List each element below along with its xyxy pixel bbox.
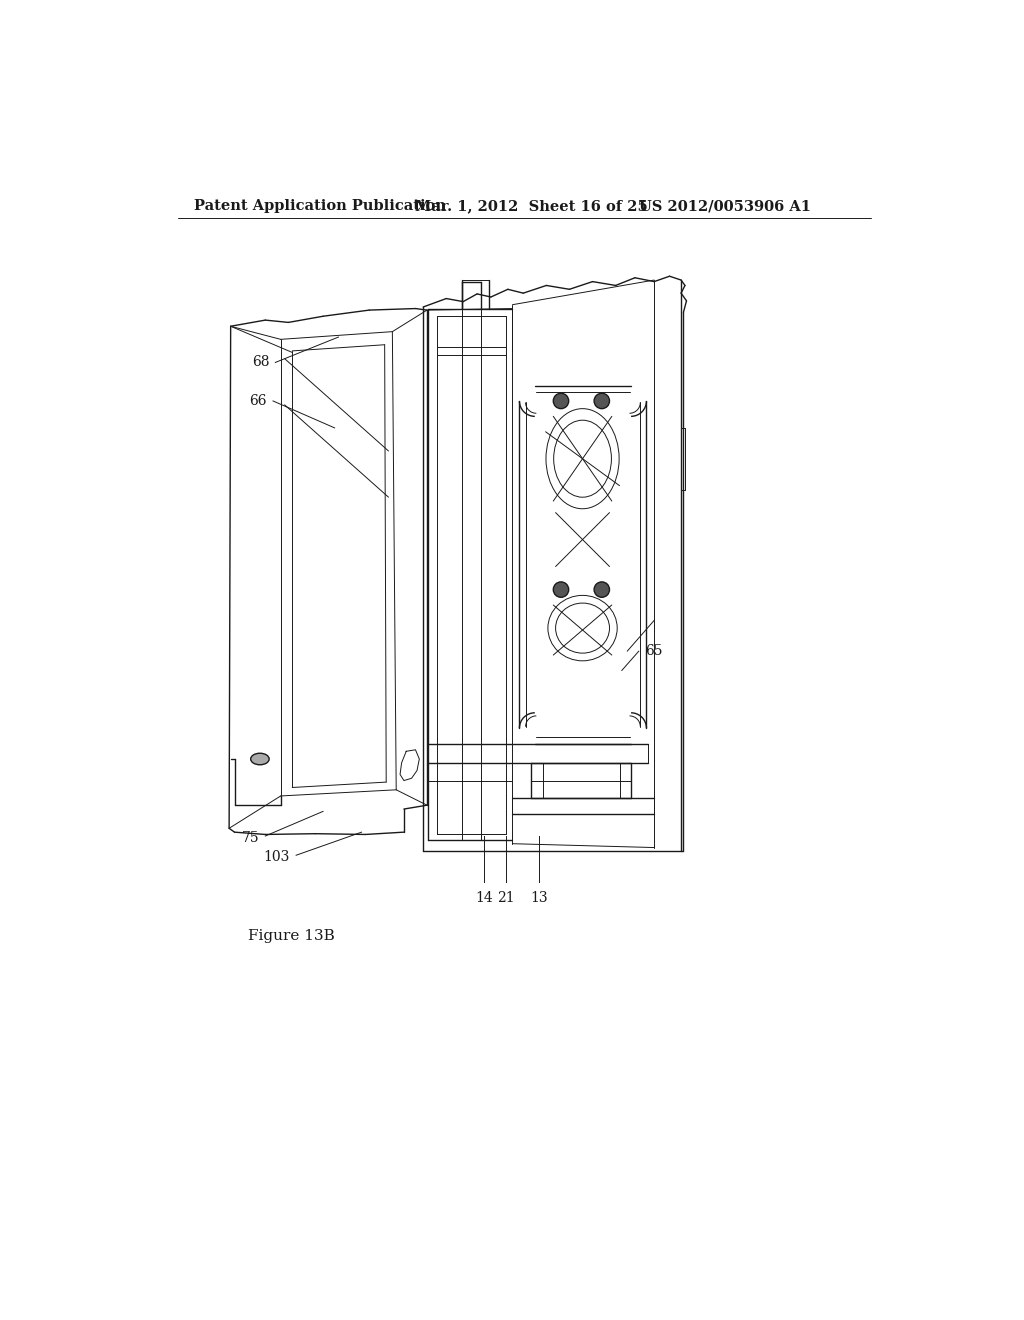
Text: 14: 14 bbox=[475, 891, 493, 906]
Circle shape bbox=[553, 393, 568, 409]
Text: 103: 103 bbox=[263, 850, 290, 863]
Text: US 2012/0053906 A1: US 2012/0053906 A1 bbox=[639, 199, 811, 213]
Text: Figure 13B: Figure 13B bbox=[248, 929, 335, 942]
Text: 75: 75 bbox=[242, 830, 259, 845]
Text: Patent Application Publication: Patent Application Publication bbox=[194, 199, 445, 213]
Text: 13: 13 bbox=[529, 891, 548, 906]
Circle shape bbox=[553, 582, 568, 598]
Text: 66: 66 bbox=[250, 393, 267, 408]
Text: 65: 65 bbox=[645, 644, 663, 659]
Text: Mar. 1, 2012  Sheet 16 of 25: Mar. 1, 2012 Sheet 16 of 25 bbox=[416, 199, 648, 213]
Circle shape bbox=[594, 393, 609, 409]
Circle shape bbox=[594, 582, 609, 598]
Text: 68: 68 bbox=[252, 355, 269, 370]
Ellipse shape bbox=[251, 754, 269, 764]
Text: 21: 21 bbox=[497, 891, 514, 906]
